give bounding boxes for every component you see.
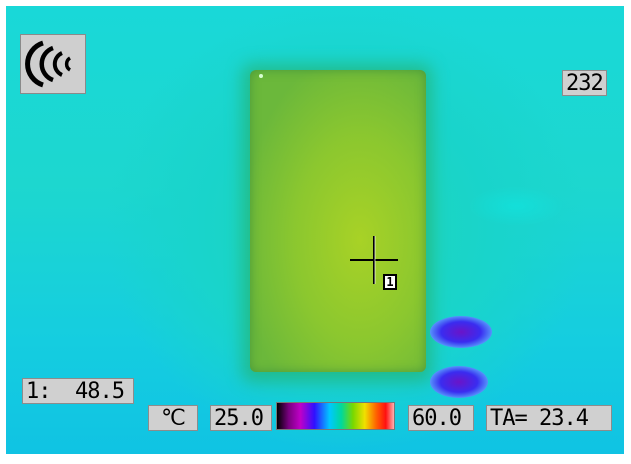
- cold-spot-lower: [430, 366, 488, 398]
- range-max-label: 60.0: [408, 405, 474, 431]
- crosshair-icon: [344, 230, 404, 290]
- range-min-label: 25.0: [210, 405, 272, 431]
- unit-celsius-icon[interactable]: ℃: [148, 405, 198, 431]
- color-palette-bar: [276, 402, 395, 430]
- signal-waves-icon[interactable]: [20, 34, 86, 94]
- spot-temperature-readout: 1: 48.5: [22, 378, 134, 404]
- heated-plate: [250, 70, 426, 372]
- plate-corner-highlight: [259, 74, 263, 78]
- ambient-temperature-label: TA= 23.4: [486, 405, 612, 431]
- spot-marker-label: 1: [383, 274, 397, 290]
- cold-spot-upper: [430, 316, 492, 348]
- frame-counter: 232: [562, 70, 607, 96]
